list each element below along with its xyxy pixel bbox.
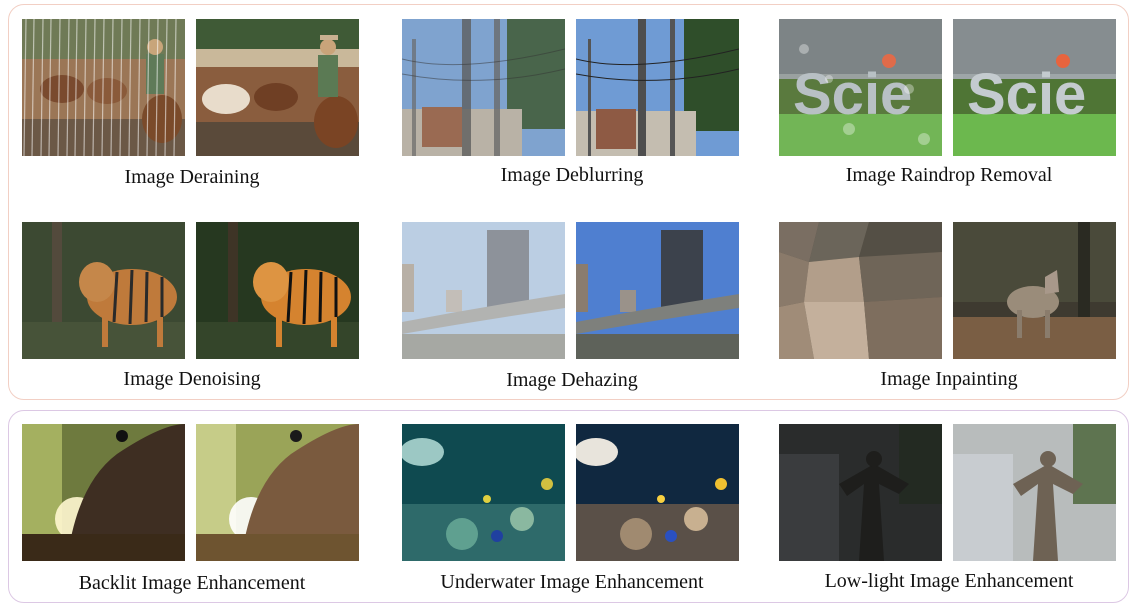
- task-panel-deraining: Image Deraining: [22, 19, 362, 188]
- sign-text: Scie: [967, 62, 1086, 127]
- input-image-masked-wolf: [779, 222, 942, 359]
- image-pair: [779, 424, 1119, 561]
- output-image-clear-city: [576, 222, 739, 359]
- image-pair: [402, 222, 742, 359]
- sign-text: Scie: [793, 62, 912, 127]
- output-image-clear-sign: Scie: [953, 19, 1116, 156]
- input-image-underwater-raw: [402, 424, 565, 561]
- image-pair: [22, 19, 362, 156]
- image-pair: [402, 19, 742, 156]
- task-caption: Image Deraining: [124, 166, 260, 188]
- output-image-sharp-street: [576, 19, 739, 156]
- input-image-backlit-rabbit: [22, 424, 185, 561]
- enhancement-group-frame: [8, 410, 1129, 603]
- task-caption: Image Deblurring: [500, 164, 644, 186]
- input-image-dark-statue: [779, 424, 942, 561]
- task-panel-low-light-enhancement: Low-light Image Enhancement: [779, 424, 1119, 592]
- task-caption: Image Denoising: [123, 368, 261, 390]
- task-panel-denoising: Image Denoising: [22, 222, 362, 390]
- input-image-hazy-city: [402, 222, 565, 359]
- restoration-group-frame: [8, 4, 1129, 400]
- task-caption: Underwater Image Enhancement: [440, 571, 704, 593]
- output-image-restored-wolf: [953, 222, 1116, 359]
- task-panel-inpainting: Image Inpainting: [779, 222, 1119, 390]
- output-image-clear-cowboy: [196, 19, 359, 156]
- input-image-raindrop-sign: Scie: [779, 19, 942, 156]
- input-image-rainy-cowboy: [22, 19, 185, 156]
- task-caption: Image Inpainting: [880, 368, 1018, 390]
- task-panel-dehazing: Image Dehazing: [402, 222, 742, 391]
- image-pair: [22, 222, 362, 359]
- output-image-clean-tiger: [196, 222, 359, 359]
- task-caption: Backlit Image Enhancement: [78, 572, 306, 594]
- output-image-underwater-enhanced: [576, 424, 739, 561]
- task-panel-backlit-enhancement: Backlit Image Enhancement: [22, 424, 362, 594]
- output-image-bright-statue: [953, 424, 1116, 561]
- input-image-blurry-street: [402, 19, 565, 156]
- input-image-noisy-tiger: [22, 222, 185, 359]
- output-image-enhanced-rabbit: [196, 424, 359, 561]
- image-pair: [779, 222, 1119, 359]
- task-caption: Image Raindrop Removal: [845, 164, 1053, 186]
- task-caption: Image Dehazing: [506, 369, 638, 391]
- image-pair: Scie Scie: [779, 19, 1119, 156]
- task-caption: Low-light Image Enhancement: [824, 570, 1074, 592]
- image-pair: [402, 424, 742, 561]
- task-panel-deblurring: Image Deblurring: [402, 19, 742, 186]
- task-panel-underwater-enhancement: Underwater Image Enhancement: [402, 424, 742, 593]
- image-pair: [22, 424, 362, 561]
- task-panel-raindrop-removal: Scie Scie Image Raindrop Removal: [779, 19, 1119, 186]
